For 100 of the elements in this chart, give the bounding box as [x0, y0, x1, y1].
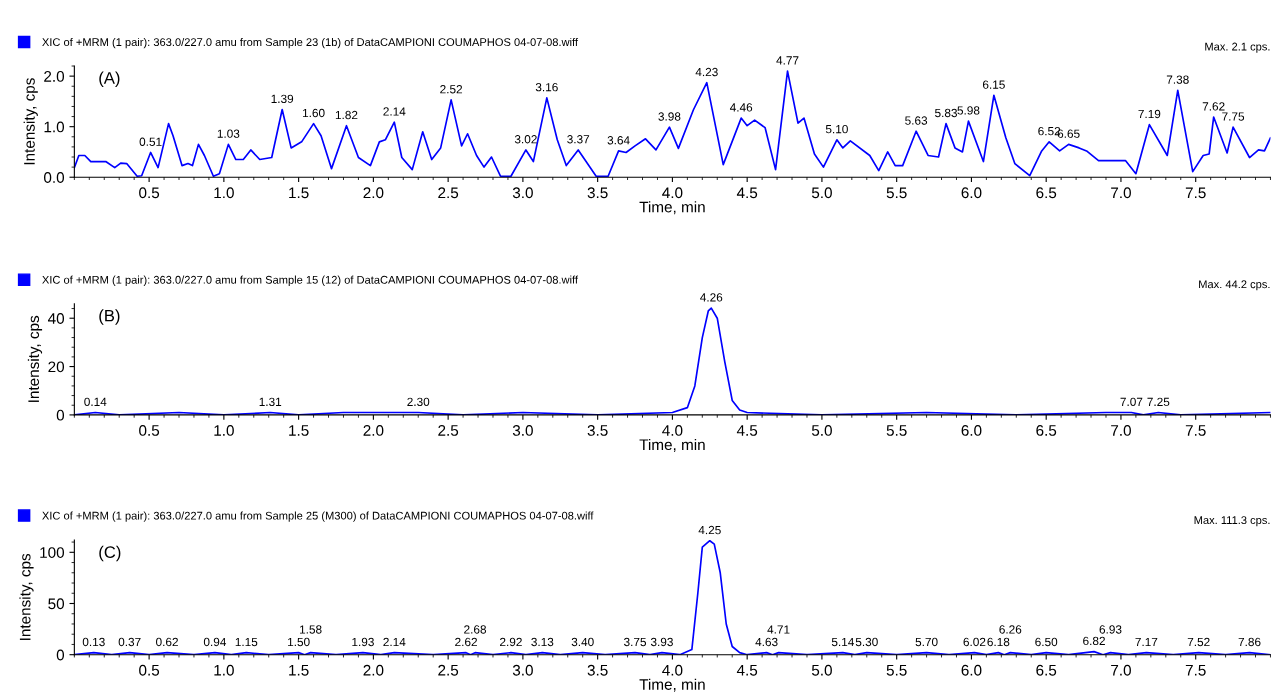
- x-tick-label: 5.5: [886, 664, 907, 676]
- annotation: 2.68: [464, 625, 487, 634]
- x-tick-label: 4.5: [736, 187, 758, 199]
- annotation: 7.17: [1135, 637, 1158, 647]
- x-tick-label: 0.5: [139, 425, 160, 436]
- x-tick-label: 6.5: [1036, 664, 1057, 676]
- annotation: 3.64: [607, 136, 630, 145]
- x-tick-label: 7.5: [1185, 664, 1206, 676]
- x-tick-label: 4.5: [736, 425, 758, 436]
- x-tick-label: 2.5: [438, 664, 459, 676]
- x-tick-label: 1.5: [289, 187, 309, 199]
- annotation: 0.13: [82, 637, 105, 647]
- y-tick-label: 0: [56, 409, 65, 421]
- annotation: 4.77: [776, 56, 799, 65]
- annotation: 3.13: [531, 637, 554, 647]
- annotation: 5.63: [905, 116, 928, 125]
- x-tick-label: 5.0: [811, 664, 832, 676]
- annotation: 3.40: [571, 637, 594, 647]
- x-tick-label: 1.0: [214, 664, 234, 676]
- x-tick-label: 3.0: [512, 187, 533, 199]
- annotation: 5.30: [855, 637, 878, 647]
- annotation: 5.70: [915, 637, 938, 647]
- annotation: 2.14: [383, 637, 406, 647]
- annotation: 2.14: [383, 107, 406, 116]
- x-tick-label: 1.5: [289, 425, 309, 436]
- x-tick-label: 3.5: [587, 425, 608, 436]
- annotation: 0.14: [84, 397, 107, 406]
- x-tick-label: 4.5: [736, 664, 758, 676]
- annotation: 6.93: [1099, 625, 1122, 634]
- annotation: 1.03: [217, 129, 240, 138]
- annotation: 4.23: [695, 67, 718, 77]
- x-tick-label: 7.0: [1111, 425, 1131, 436]
- x-tick-label: 4.0: [662, 187, 683, 199]
- x-tick-label: 6.0: [961, 187, 982, 199]
- x-tick-label: 6.0: [961, 425, 982, 436]
- y-tick-label: 50: [48, 598, 65, 610]
- annotation: 2.52: [440, 85, 463, 94]
- x-tick-label: 2.0: [363, 664, 384, 676]
- annotation: 6.82: [1083, 636, 1105, 646]
- annotation: 3.98: [658, 112, 681, 121]
- annotation: 2.62: [455, 637, 477, 647]
- annotation: 3.02: [514, 135, 537, 144]
- annotation: 4.26: [700, 293, 723, 302]
- x-tick-label: 6.5: [1036, 425, 1057, 436]
- annotation: 7.86: [1238, 637, 1261, 647]
- annotation: 7.38: [1166, 75, 1189, 84]
- annotation: 1.31: [259, 397, 282, 406]
- y-tick-label: 40: [47, 313, 65, 324]
- text: Max. 2.1 cps.: [1205, 42, 1270, 53]
- y-tick-label: 20: [48, 361, 65, 373]
- annotation: 1.50: [288, 637, 310, 647]
- x-tick-label: 2.0: [363, 425, 384, 436]
- annotation: 5.83: [935, 108, 957, 118]
- x-tick-label: 5.0: [811, 425, 832, 436]
- annotation: 5.14: [831, 637, 854, 647]
- x-tick-label: 1.0: [214, 187, 234, 199]
- y-axis-title: Intensity, cps: [27, 315, 43, 402]
- x-tick-label: 7.5: [1185, 425, 1206, 436]
- legend-label: XIC of +MRM (1 pair): 363.0/227.0 amu from Sample 25 (M300) of DataCAMPIONI COUMAPHOS 04-07-08.wiff: [42, 511, 594, 522]
- annotation: 6.15: [982, 80, 1005, 89]
- annotation: 6.02: [963, 637, 986, 647]
- legend-label: XIC of +MRM (1 pair): 363.0/227.0 amu from Sample 23 (1b) of DataCAMPIONI COUMAPHOS 04-07-08.wiff: [42, 37, 579, 49]
- annotation: 1.82: [335, 110, 358, 120]
- y-axis-title: Intensity, cps: [19, 553, 34, 640]
- annotation: 7.62: [1202, 102, 1225, 111]
- x-tick-label: 3.0: [512, 664, 533, 676]
- x-tick-label: 0.5: [139, 187, 160, 199]
- y-tick-label: 2.0: [44, 71, 65, 82]
- annotation: 4.71: [767, 625, 790, 634]
- x-tick-label: 4.0: [662, 664, 683, 676]
- x-tick-label: 3.5: [587, 664, 608, 676]
- x-tick-label: 1.5: [289, 664, 309, 676]
- annotation: (C): [99, 545, 121, 562]
- x-tick-label: 7.0: [1111, 664, 1131, 676]
- annotation: 7.75: [1222, 112, 1245, 121]
- x-tick-label: 4.0: [662, 425, 683, 436]
- annotation: 6.50: [1035, 637, 1058, 647]
- annotation: 5.98: [957, 106, 980, 115]
- annotation: 3.16: [535, 83, 558, 92]
- y-tick-label: 100: [40, 547, 65, 558]
- annotation: (A): [99, 71, 120, 88]
- annotation: 0.94: [203, 637, 227, 647]
- x-tick-label: 5.5: [886, 187, 907, 199]
- x-tick-label: 5.5: [886, 425, 907, 436]
- x-tick-label: 6.5: [1036, 187, 1057, 199]
- x-axis-title: Time, min: [639, 678, 705, 692]
- x-tick-label: 3.5: [587, 187, 608, 199]
- x-tick-label: 2.5: [438, 187, 459, 199]
- annotation: 1.15: [235, 637, 258, 647]
- annotation: 6.26: [999, 625, 1022, 634]
- annotation: 7.25: [1147, 397, 1170, 406]
- annotation: (B): [99, 309, 120, 325]
- x-axis-title: Time, min: [639, 438, 705, 452]
- text: Max. 111.3 cps.: [1194, 516, 1270, 527]
- annotation: 0.62: [156, 637, 178, 647]
- x-tick-label: 5.0: [811, 187, 832, 199]
- annotation: 4.46: [729, 103, 753, 112]
- annotation: 3.93: [650, 637, 673, 647]
- annotation: 6.18: [987, 637, 1010, 647]
- x-tick-label: 7.5: [1185, 187, 1206, 199]
